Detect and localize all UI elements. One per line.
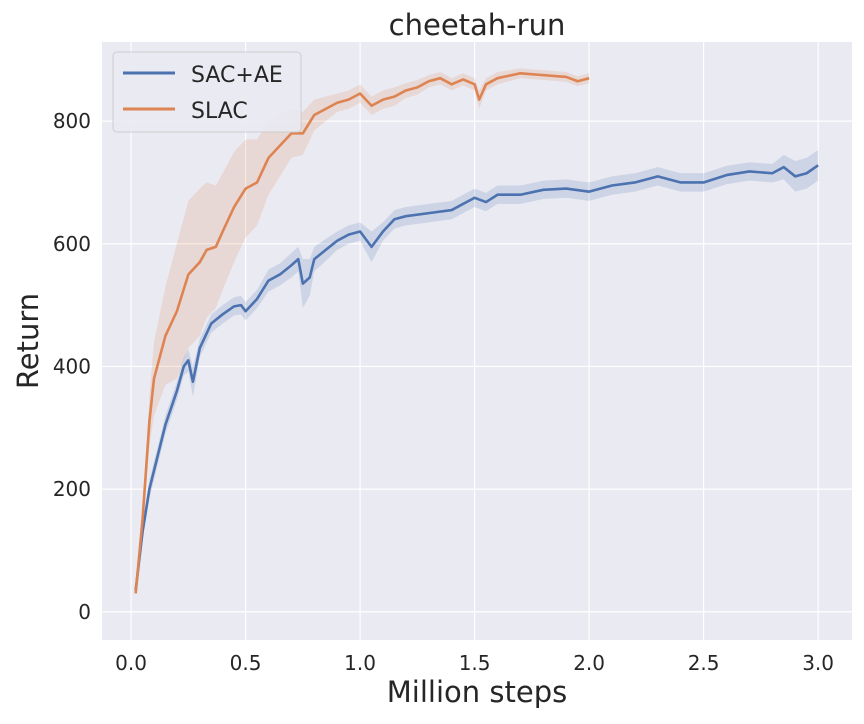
- gridlines: [102, 42, 852, 640]
- y-tick-label: 800: [53, 109, 91, 133]
- band-slac: [135, 68, 590, 597]
- legend-label-sac-ae: SAC+AE: [191, 63, 283, 88]
- line-slac: [134, 71, 590, 594]
- x-tick-label: 1.5: [459, 651, 491, 675]
- y-tick-label: 600: [53, 232, 91, 256]
- y-tick-labels: 0 200 400 600 800: [53, 109, 91, 624]
- legend-label-slac: SLAC: [191, 99, 248, 124]
- x-tick-label: 2.5: [688, 651, 720, 675]
- x-axis-label: Million steps: [387, 675, 567, 709]
- band-sac-ae: [135, 149, 819, 594]
- y-tick-label: 200: [53, 477, 91, 501]
- x-tick-label: 0.5: [230, 651, 262, 675]
- chart-title: cheetah-run: [389, 8, 566, 42]
- legend: SAC+AE SLAC: [112, 51, 302, 133]
- y-tick-label: 400: [53, 354, 91, 378]
- x-tick-label: 1.0: [344, 651, 376, 675]
- series-lines: [134, 71, 819, 594]
- line-sac-ae: [134, 164, 819, 591]
- x-tick-label: 2.0: [573, 651, 605, 675]
- plot-background: [102, 42, 852, 640]
- x-tick-labels: 0.0 0.5 1.0 1.5 2.0 2.5 3.0: [115, 651, 834, 675]
- y-axis-label: Return: [11, 293, 45, 389]
- confidence-bands: [135, 68, 819, 597]
- x-tick-label: 0.0: [115, 651, 147, 675]
- y-tick-label: 0: [78, 600, 91, 624]
- x-tick-label: 3.0: [802, 651, 834, 675]
